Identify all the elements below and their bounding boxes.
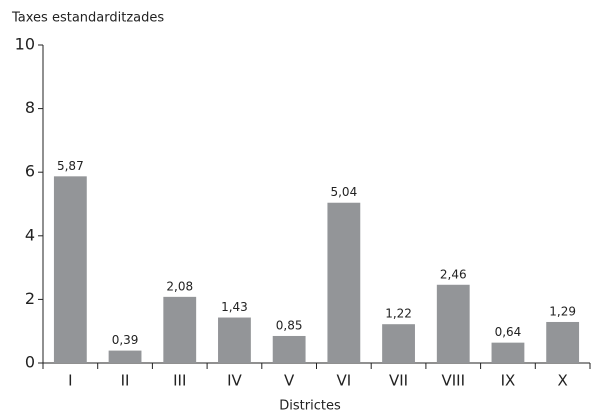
x-tick-label: IV [227, 372, 242, 390]
data-label: 5,87 [57, 159, 84, 173]
data-label: 2,46 [440, 267, 467, 281]
bar [436, 284, 470, 363]
y-tick-label: 0 [25, 353, 35, 372]
x-tick-label: V [284, 372, 295, 390]
x-tick-label: VI [337, 372, 352, 390]
x-tick-label: VII [389, 372, 408, 390]
y-tick-label: 2 [25, 289, 35, 308]
bar [327, 202, 361, 363]
data-label: 1,22 [385, 307, 412, 321]
data-label: 0,39 [112, 333, 139, 347]
data-label: 1,29 [549, 304, 576, 318]
x-tick-label: II [121, 372, 130, 390]
x-tick-label: IX [501, 372, 516, 390]
bar [163, 296, 197, 363]
bar [272, 335, 306, 363]
x-tick-label: X [558, 372, 568, 390]
data-label: 2,08 [166, 279, 193, 293]
y-axis-label: Taxes estandarditzades [11, 11, 164, 26]
data-label: 0,64 [495, 325, 522, 339]
bar [53, 176, 87, 363]
y-tick-label: 6 [25, 162, 35, 181]
bar [108, 350, 142, 363]
x-tick-label: III [173, 372, 186, 390]
bar [382, 324, 415, 363]
y-tick-label: 10 [15, 35, 35, 54]
y-tick-label: 4 [25, 225, 35, 244]
data-label: 1,43 [221, 300, 248, 314]
x-tick-label: I [68, 372, 72, 390]
x-tick-label: VIII [441, 372, 465, 390]
bar [491, 342, 525, 363]
bar [546, 321, 580, 363]
data-label: 5,04 [330, 185, 357, 199]
x-axis-label: Districtes [279, 399, 341, 414]
data-label: 0,85 [276, 318, 303, 332]
bar [218, 317, 251, 363]
y-tick-label: 8 [25, 98, 35, 117]
